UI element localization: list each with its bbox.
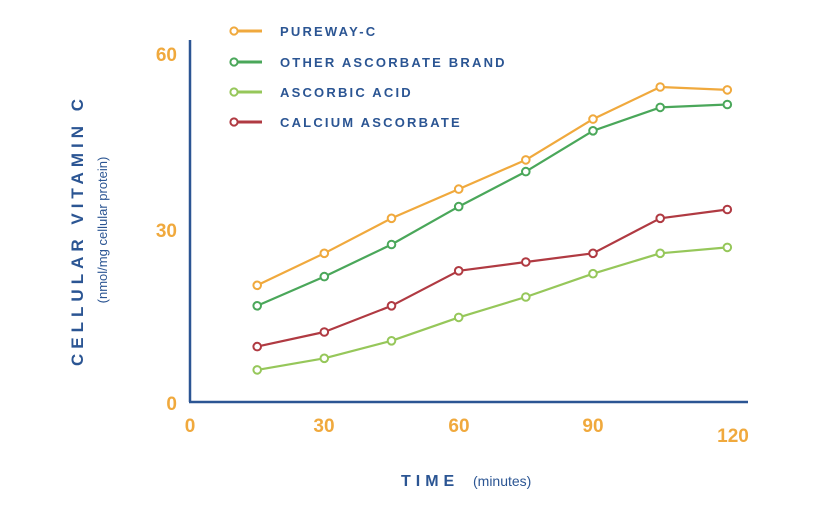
legend-item-pureway-c: PUREWAY-C [229, 24, 377, 39]
data-point [453, 312, 464, 323]
y-tick-label: 60 [156, 45, 177, 66]
series-ascorbic-acid [252, 242, 733, 375]
data-point [655, 82, 666, 92]
legend-label: CALCIUM ASCORBATE [280, 115, 462, 130]
x-tick-label: 0 [185, 416, 196, 437]
series-other-ascorbate-brand [252, 99, 733, 311]
series-line [256, 208, 728, 348]
data-point [453, 184, 464, 194]
legend-item-calcium-ascorbate: CALCIUM ASCORBATE [229, 115, 462, 130]
legend-marker [229, 26, 239, 36]
data-point [319, 271, 330, 282]
legend-item-other-ascorbate-brand: OTHER ASCORBATE BRAND [229, 55, 507, 70]
legend-item-ascorbic-acid: ASCORBIC ACID [229, 85, 413, 100]
data-point [319, 327, 330, 337]
legend-label: OTHER ASCORBATE BRAND [280, 55, 507, 70]
data-point [319, 353, 330, 364]
y-tick-label: 0 [166, 394, 177, 415]
y-tick-labels: 60 30 0 [156, 45, 177, 415]
data-point [722, 99, 733, 110]
plot-area [252, 82, 733, 375]
series-line [256, 85, 728, 287]
data-point [722, 242, 733, 253]
legend: PUREWAY-C OTHER ASCORBATE BRAND ASCORBIC… [229, 24, 507, 130]
data-point [722, 204, 733, 215]
data-point [655, 102, 666, 113]
data-point [386, 301, 397, 311]
data-point [521, 292, 531, 302]
data-point [386, 336, 397, 346]
y-tick-label: 30 [156, 221, 177, 242]
legend-marker [229, 87, 239, 97]
data-point [521, 166, 531, 177]
data-point [655, 248, 666, 259]
data-point [655, 213, 666, 224]
x-tick-label: 120 [717, 426, 749, 447]
data-point [722, 85, 733, 95]
data-point [588, 248, 598, 259]
data-point [521, 257, 531, 267]
series-pureway-c [252, 82, 733, 291]
x-tick-label: 60 [448, 416, 469, 437]
data-point [453, 201, 464, 212]
x-tick-labels: 0 30 60 90 120 [185, 416, 749, 447]
series-line [256, 103, 728, 307]
data-point [386, 213, 397, 224]
x-axis-label: TIME [401, 473, 459, 490]
data-point [588, 268, 598, 279]
data-point [252, 365, 263, 375]
data-point [588, 126, 598, 136]
legend-marker [229, 57, 239, 67]
y-axis-unit: (nmol/mg cellular protein) [95, 157, 110, 304]
data-point [319, 248, 330, 259]
legend-marker [229, 117, 239, 127]
x-axis-title: TIME (minutes) [401, 473, 531, 490]
legend-label: ASCORBIC ACID [280, 85, 413, 100]
data-point [453, 266, 464, 276]
data-point [386, 239, 397, 250]
data-point [521, 155, 531, 165]
series-calcium-ascorbate [252, 204, 733, 352]
x-tick-label: 90 [582, 416, 603, 437]
series-line [257, 246, 728, 371]
data-point [588, 114, 598, 124]
legend-label: PUREWAY-C [280, 24, 377, 39]
data-point [252, 341, 263, 352]
y-axis-label: CELLULAR VITAMIN C [68, 94, 87, 366]
y-axis-title: CELLULAR VITAMIN C (nmol/mg cellular pro… [68, 94, 110, 366]
x-tick-label: 30 [313, 416, 334, 437]
data-point [252, 301, 263, 311]
data-point [252, 280, 263, 291]
x-axis-unit: (minutes) [473, 473, 531, 489]
